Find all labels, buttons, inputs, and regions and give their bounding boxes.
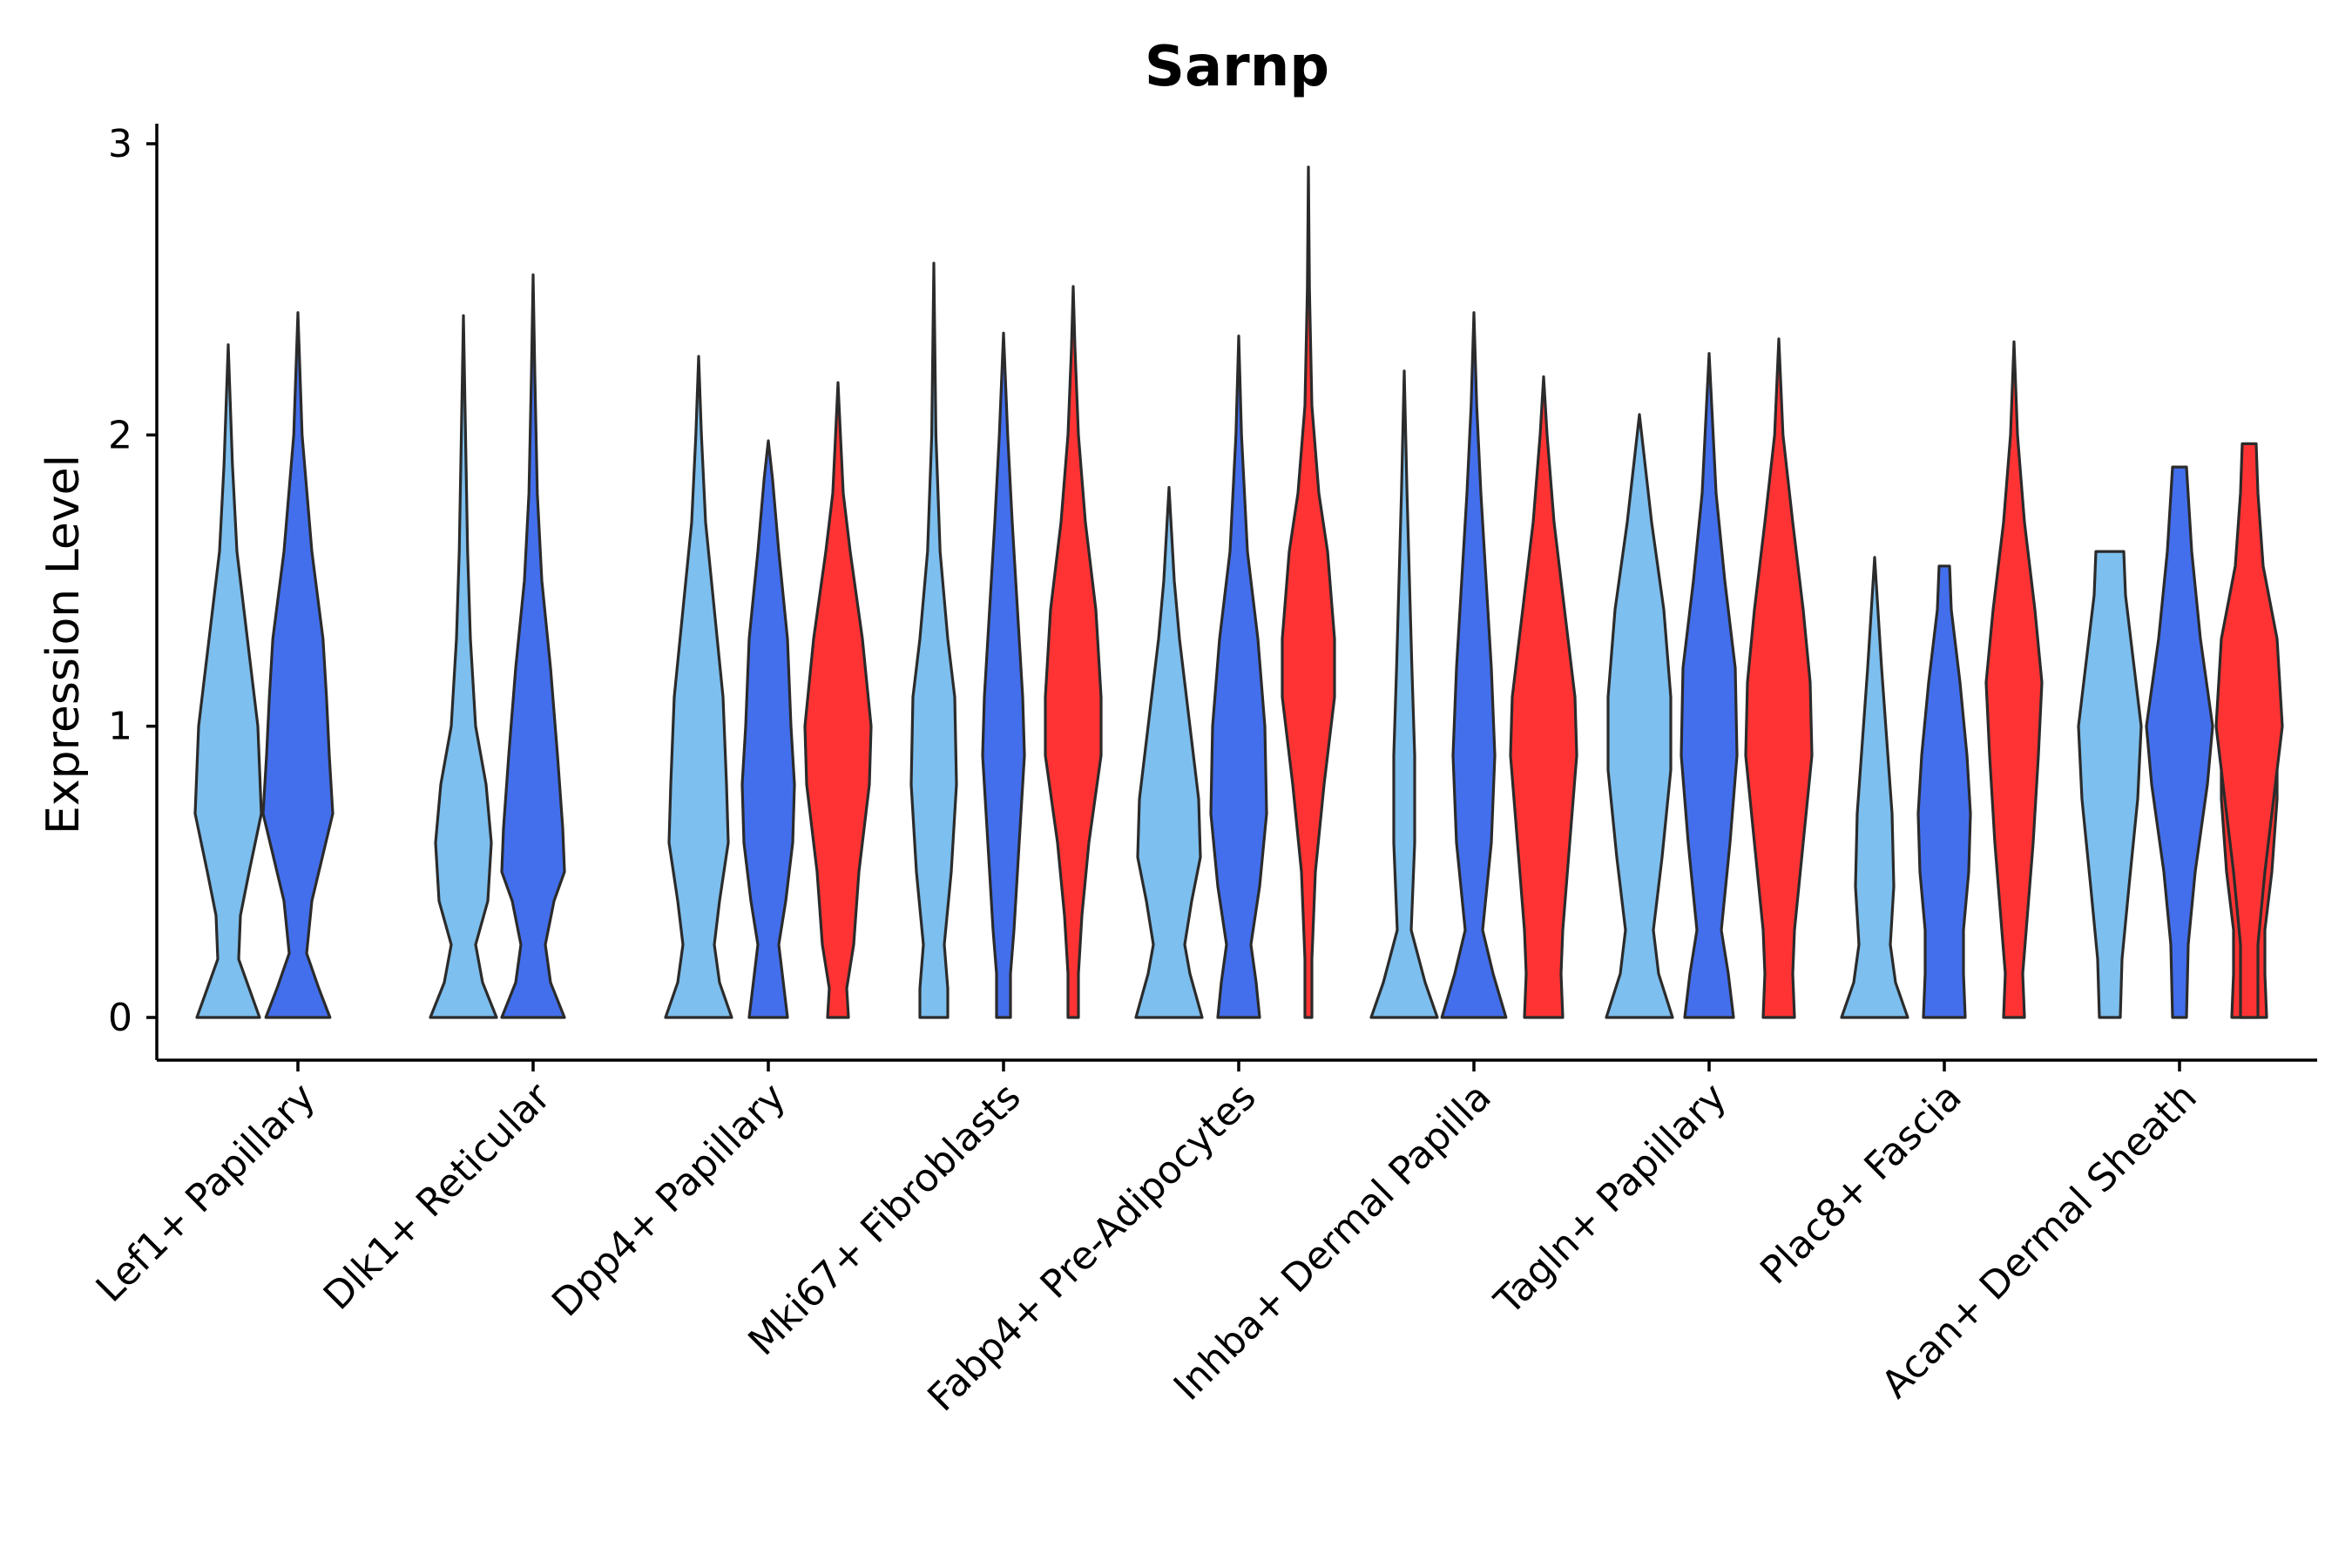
violin-6-2 bbox=[1744, 337, 1814, 1019]
violin-7-2 bbox=[1984, 340, 2044, 1019]
violin-3-2 bbox=[1044, 285, 1103, 1019]
violin-3-0 bbox=[909, 261, 958, 1019]
violin-5-0 bbox=[1369, 369, 1439, 1019]
x-tick-label: Tagln+ Papillary bbox=[1486, 1075, 1735, 1324]
y-tick-label: 0 bbox=[108, 996, 132, 1040]
violin-8-2 bbox=[2214, 442, 2284, 1019]
violin-layer bbox=[193, 166, 2284, 1019]
violin-4-2 bbox=[1281, 166, 1336, 1019]
violin-5-2 bbox=[1509, 375, 1578, 1019]
violin-2-0 bbox=[664, 355, 733, 1019]
x-tick-label: Dpp4+ Papillary bbox=[544, 1075, 794, 1326]
x-tick-label: Lef1+ Papillary bbox=[88, 1075, 324, 1311]
x-tick-label: Plac8+ Fascia bbox=[1752, 1075, 1970, 1294]
violin-7-1 bbox=[1916, 564, 1972, 1019]
y-axis-label: Expression Level bbox=[37, 455, 90, 835]
violin-4-0 bbox=[1134, 485, 1204, 1019]
violin-7-0 bbox=[1840, 556, 1909, 1019]
y-tick-label: 2 bbox=[108, 413, 132, 457]
violin-2-1 bbox=[740, 439, 796, 1019]
violin-3-1 bbox=[981, 331, 1026, 1019]
violin-6-0 bbox=[1605, 413, 1674, 1019]
y-tick-label: 3 bbox=[108, 122, 132, 166]
violin-4-1 bbox=[1209, 335, 1268, 1019]
violin-0-1 bbox=[261, 311, 335, 1019]
chart-title: Sarnp bbox=[1145, 35, 1329, 99]
y-tick-label: 1 bbox=[108, 705, 132, 749]
violin-1-0 bbox=[429, 314, 498, 1019]
violin-5-1 bbox=[1440, 311, 1508, 1019]
violin-2-2 bbox=[803, 381, 873, 1019]
violin-1-1 bbox=[500, 273, 566, 1019]
violin-8-1 bbox=[2145, 465, 2214, 1019]
violin-6-1 bbox=[1680, 352, 1739, 1019]
violin-0-0 bbox=[193, 343, 263, 1019]
violin-8-0 bbox=[2077, 550, 2143, 1019]
y-tick-group: 0 1 2 3 bbox=[108, 122, 157, 1040]
x-tick-label: Dlk1+ Reticular bbox=[315, 1074, 560, 1319]
